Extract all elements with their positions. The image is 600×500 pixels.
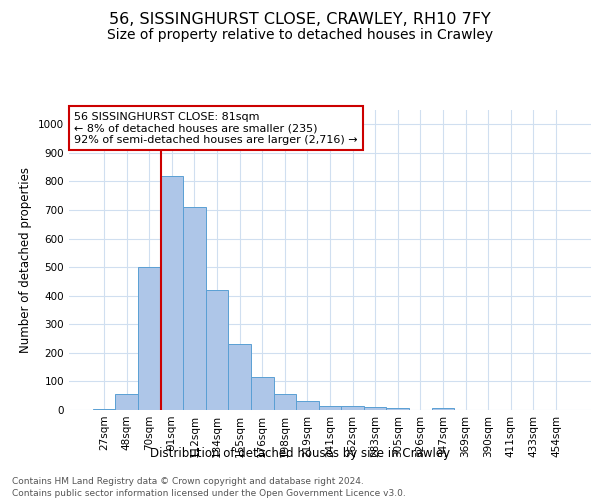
Bar [229, 344, 251, 410]
Bar [183, 207, 206, 410]
Text: 56 SISSINGHURST CLOSE: 81sqm
← 8% of detached houses are smaller (235)
92% of se: 56 SISSINGHURST CLOSE: 81sqm ← 8% of det… [74, 112, 358, 144]
Text: 56, SISSINGHURST CLOSE, CRAWLEY, RH10 7FY: 56, SISSINGHURST CLOSE, CRAWLEY, RH10 7F… [109, 12, 491, 28]
Bar [138, 267, 161, 410]
Bar [115, 394, 138, 410]
Text: Contains HM Land Registry data © Crown copyright and database right 2024.: Contains HM Land Registry data © Crown c… [12, 478, 364, 486]
Text: Contains public sector information licensed under the Open Government Licence v3: Contains public sector information licen… [12, 489, 406, 498]
Text: Distribution of detached houses by size in Crawley: Distribution of detached houses by size … [150, 448, 450, 460]
Bar [386, 408, 409, 410]
Bar [251, 376, 274, 410]
Bar [431, 408, 454, 410]
Bar [93, 408, 115, 410]
Text: Size of property relative to detached houses in Crawley: Size of property relative to detached ho… [107, 28, 493, 42]
Bar [296, 402, 319, 410]
Bar [161, 176, 183, 410]
Y-axis label: Number of detached properties: Number of detached properties [19, 167, 32, 353]
Bar [274, 394, 296, 410]
Bar [319, 406, 341, 410]
Bar [206, 290, 229, 410]
Bar [341, 406, 364, 410]
Bar [364, 407, 386, 410]
